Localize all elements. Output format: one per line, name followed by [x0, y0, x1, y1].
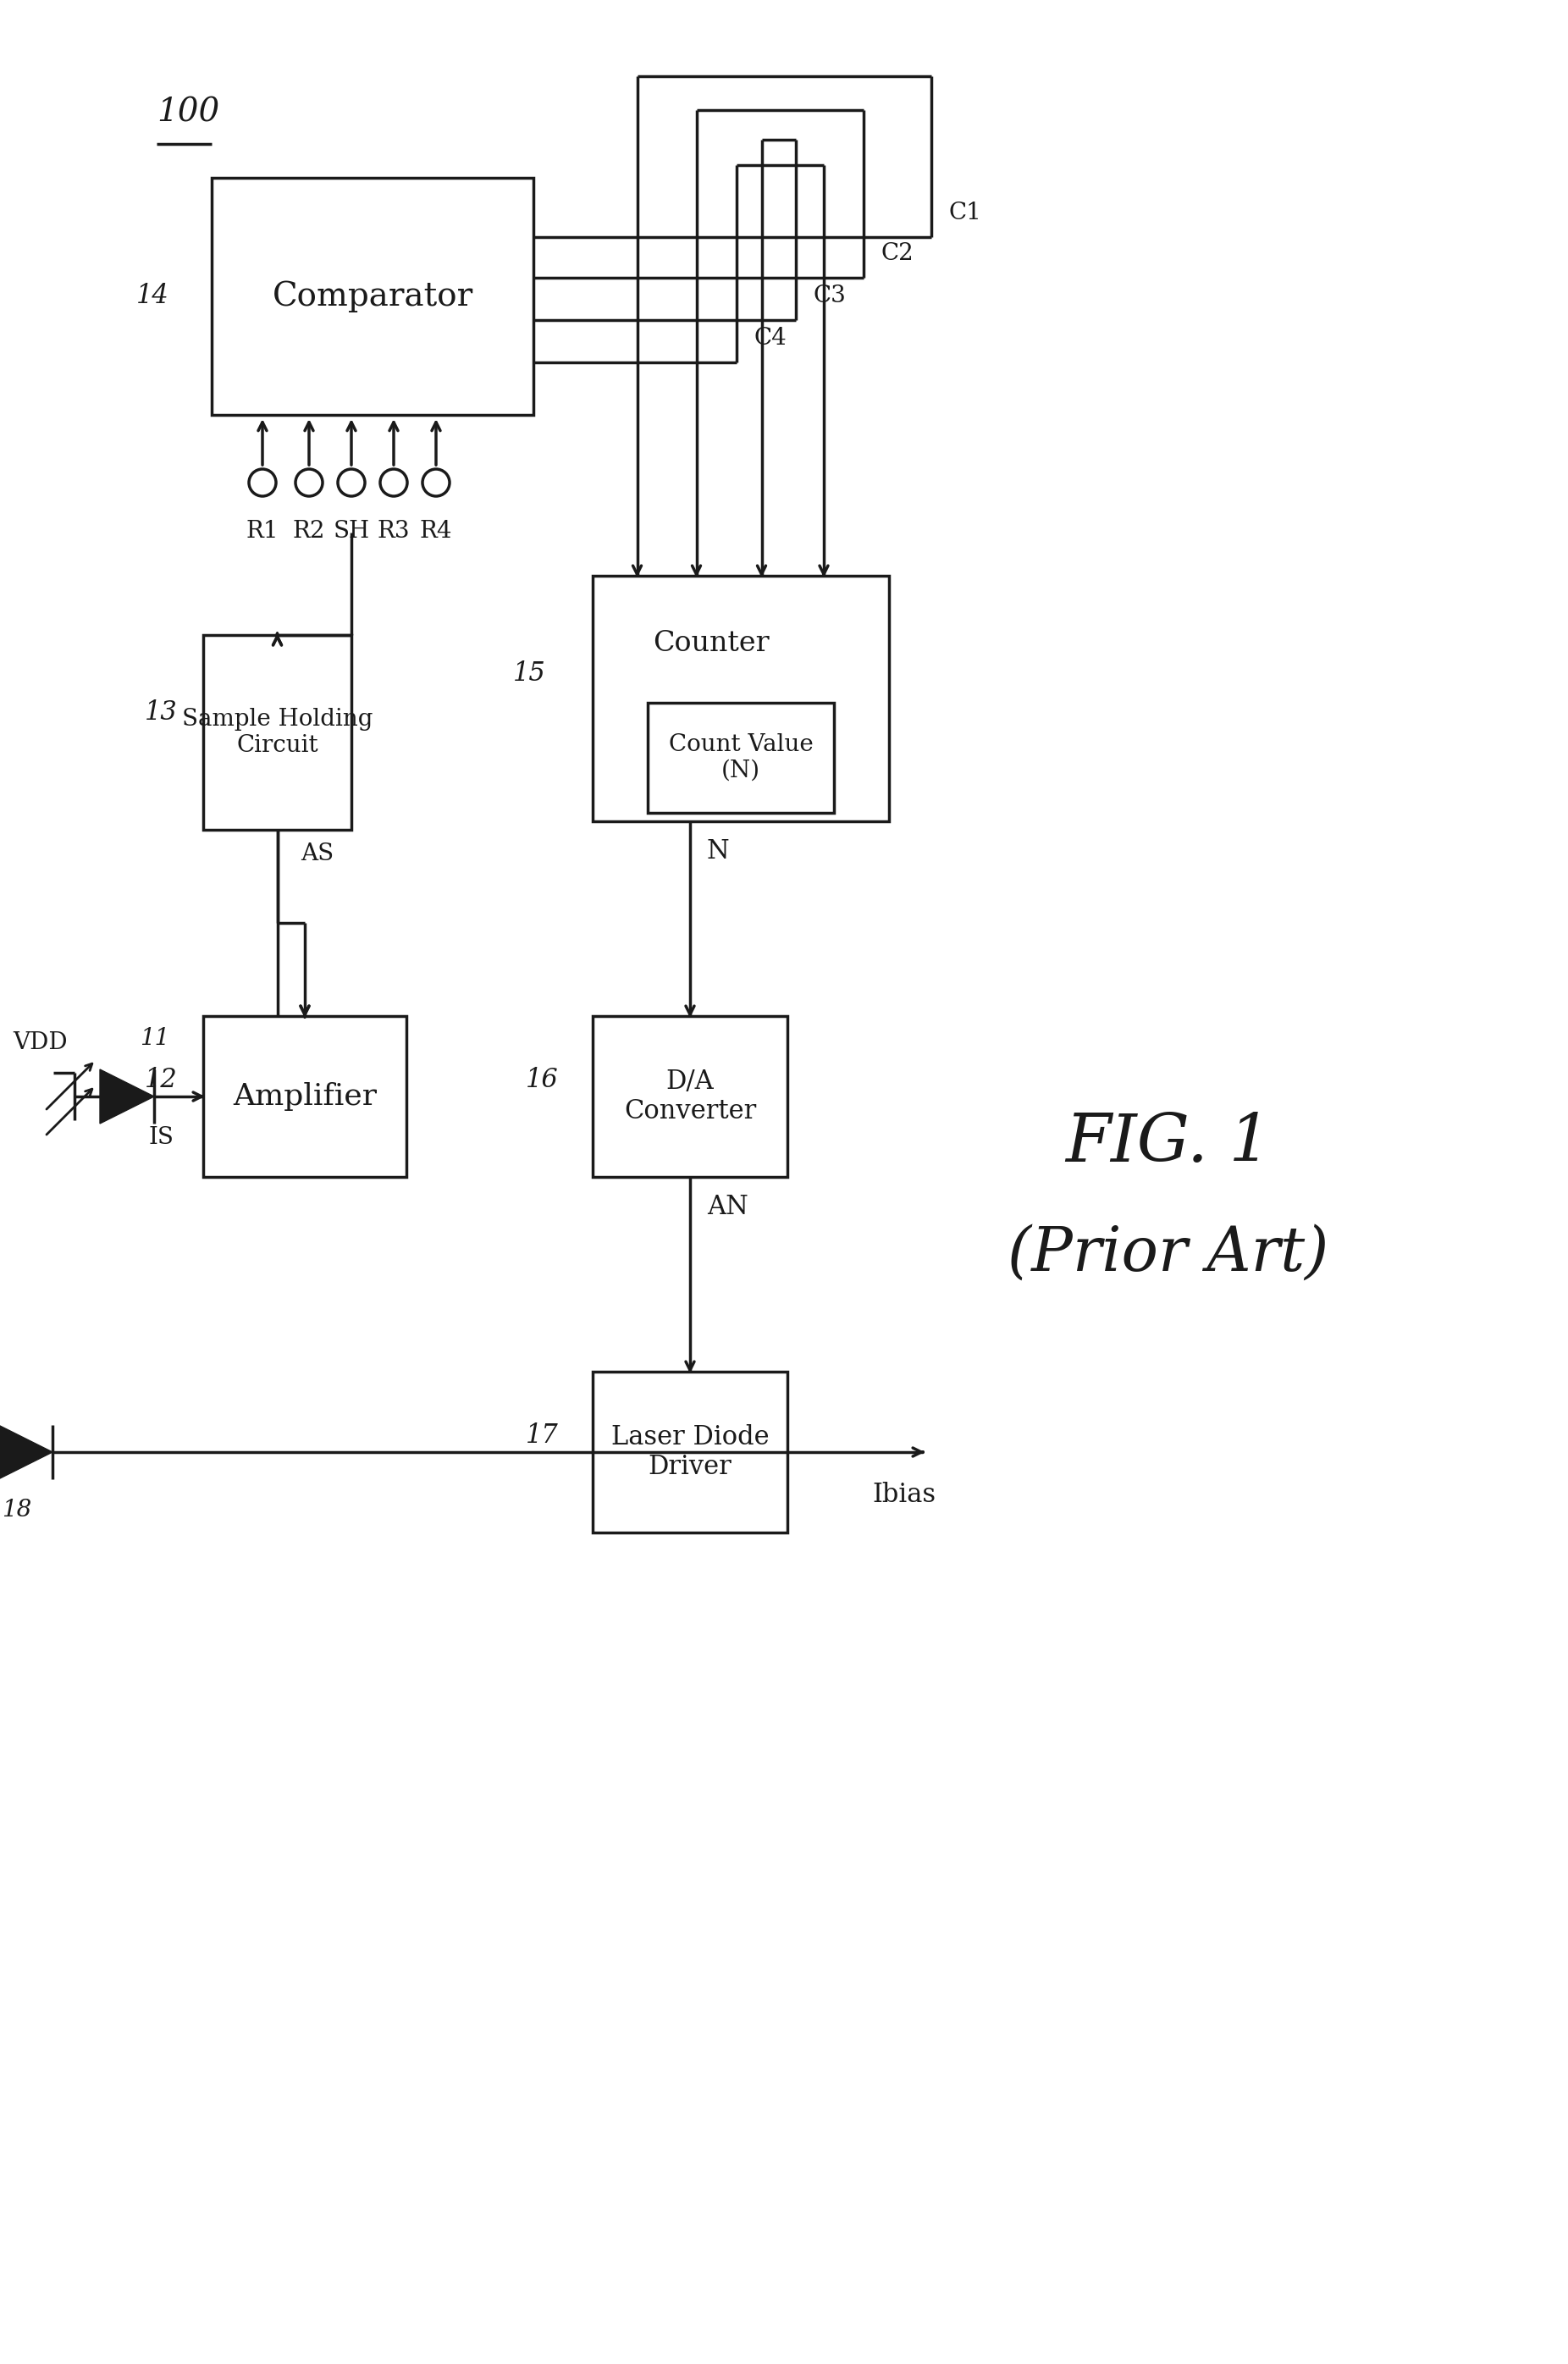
Text: AN: AN	[707, 1194, 748, 1220]
Bar	[593, 577, 889, 820]
Text: Counter: Counter	[652, 629, 770, 657]
Text: VDD: VDD	[13, 1031, 67, 1054]
Text: R1: R1	[246, 520, 279, 544]
Text: C3: C3	[812, 284, 845, 307]
Text: 11: 11	[140, 1026, 169, 1050]
Bar	[648, 702, 834, 813]
Text: 100: 100	[157, 97, 220, 128]
Text: 18: 18	[2, 1499, 31, 1522]
Text: SH: SH	[332, 520, 370, 544]
Bar	[593, 1371, 787, 1532]
Bar	[204, 636, 351, 830]
Text: C2: C2	[881, 241, 913, 265]
Bar	[593, 1017, 787, 1177]
Text: 14: 14	[136, 284, 169, 310]
Text: 16: 16	[525, 1066, 558, 1095]
Text: C1: C1	[949, 201, 982, 225]
Text: 13: 13	[144, 700, 177, 726]
Text: R3: R3	[378, 520, 409, 544]
Bar	[204, 1017, 406, 1177]
Text: R2: R2	[293, 520, 325, 544]
Text: FIG. 1: FIG. 1	[1066, 1111, 1272, 1175]
Text: Laser Diode
Driver: Laser Diode Driver	[612, 1423, 768, 1480]
Text: D/A
Converter: D/A Converter	[624, 1069, 756, 1125]
Text: Sample Holding
Circuit: Sample Holding Circuit	[182, 707, 373, 756]
Text: Ibias: Ibias	[872, 1482, 936, 1508]
Text: C4: C4	[754, 326, 786, 350]
Polygon shape	[100, 1069, 154, 1123]
Text: Count Value
(N): Count Value (N)	[668, 733, 814, 782]
Polygon shape	[0, 1425, 52, 1480]
Bar	[212, 177, 533, 416]
Text: AS: AS	[301, 842, 334, 865]
Text: (Prior Art): (Prior Art)	[1008, 1222, 1330, 1284]
Text: N: N	[707, 839, 729, 865]
Text: 17: 17	[525, 1423, 558, 1449]
Text: 15: 15	[513, 662, 546, 688]
Text: Comparator: Comparator	[273, 281, 474, 312]
Text: R4: R4	[420, 520, 452, 544]
Text: Amplifier: Amplifier	[232, 1083, 376, 1111]
Text: IS: IS	[149, 1125, 174, 1149]
Text: 12: 12	[144, 1066, 177, 1095]
